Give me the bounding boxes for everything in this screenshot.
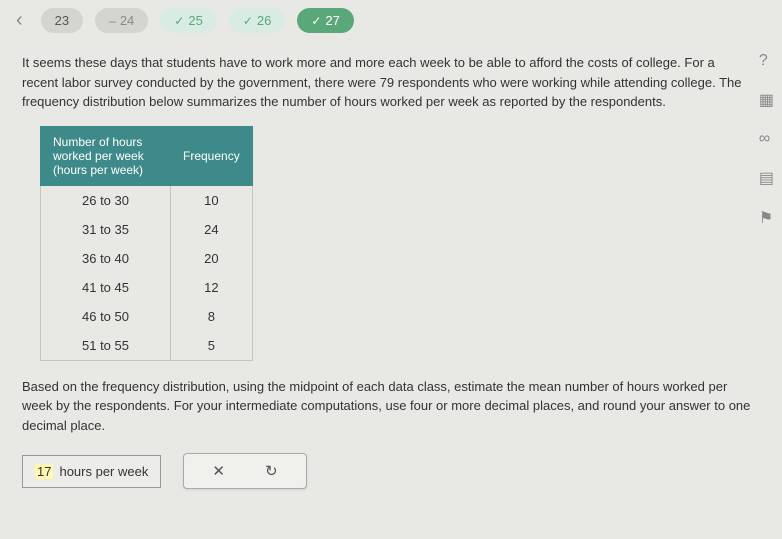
cell-freq: 20 — [171, 244, 253, 273]
content: It seems these days that students have t… — [0, 41, 782, 499]
reset-button[interactable]: ↻ — [265, 462, 278, 480]
tab-label: 27 — [325, 13, 339, 28]
frequency-table: Number of hours worked per week (hours p… — [40, 126, 253, 361]
cell-range: 31 to 35 — [41, 215, 171, 244]
problem-text: It seems these days that students have t… — [22, 53, 752, 112]
table-row: 26 to 3010 — [41, 185, 253, 215]
help-icon[interactable]: ? — [759, 52, 774, 70]
tab-label: 25 — [188, 13, 202, 28]
answer-row: 17 hours per week ✕ ↻ — [22, 453, 752, 489]
side-toolbar: ? ▦ ∞ ▤ ⚑ — [759, 52, 774, 228]
tab-27[interactable]: ✓ 27 — [297, 8, 354, 33]
check-icon: ✓ — [311, 14, 321, 28]
tab-25[interactable]: ✓ 25 — [160, 8, 217, 33]
answer-value: 17 — [35, 464, 53, 479]
infinity-icon[interactable]: ∞ — [759, 130, 774, 148]
tab-23[interactable]: 23 — [41, 8, 83, 33]
cell-range: 51 to 55 — [41, 331, 171, 361]
flag-icon[interactable]: ⚑ — [759, 208, 774, 228]
table-header-freq: Frequency — [171, 126, 253, 185]
tab-label: 26 — [257, 13, 271, 28]
table-row: 31 to 3524 — [41, 215, 253, 244]
table-row: 46 to 508 — [41, 302, 253, 331]
cell-range: 46 to 50 — [41, 302, 171, 331]
cell-freq: 10 — [171, 185, 253, 215]
cell-freq: 12 — [171, 273, 253, 302]
tab-prefix: – — [109, 14, 116, 28]
table-header-range: Number of hours worked per week (hours p… — [41, 126, 171, 185]
cell-range: 26 to 30 — [41, 185, 171, 215]
tab-label: 23 — [55, 13, 69, 28]
cell-freq: 24 — [171, 215, 253, 244]
cell-range: 41 to 45 — [41, 273, 171, 302]
table-row: 36 to 4020 — [41, 244, 253, 273]
table-row: 41 to 4512 — [41, 273, 253, 302]
question-text: Based on the frequency distribution, usi… — [22, 377, 752, 436]
cell-freq: 8 — [171, 302, 253, 331]
notes-icon[interactable]: ▤ — [759, 168, 774, 188]
nav-tabs: ‹ 23 –24 ✓ 25 ✓ 26 ✓ 27 — [0, 0, 782, 41]
tab-26[interactable]: ✓ 26 — [229, 8, 286, 33]
answer-box[interactable]: 17 hours per week — [22, 455, 161, 488]
table-row: 51 to 555 — [41, 331, 253, 361]
back-arrow[interactable]: ‹ — [10, 9, 29, 32]
cell-range: 36 to 40 — [41, 244, 171, 273]
action-box: ✕ ↻ — [183, 453, 306, 489]
calculator-icon[interactable]: ▦ — [759, 90, 774, 110]
tab-label: 24 — [120, 13, 134, 28]
close-button[interactable]: ✕ — [212, 462, 225, 480]
answer-unit: hours per week — [59, 464, 148, 479]
tab-24[interactable]: –24 — [95, 8, 148, 33]
check-icon: ✓ — [174, 14, 184, 28]
check-icon: ✓ — [243, 14, 253, 28]
cell-freq: 5 — [171, 331, 253, 361]
